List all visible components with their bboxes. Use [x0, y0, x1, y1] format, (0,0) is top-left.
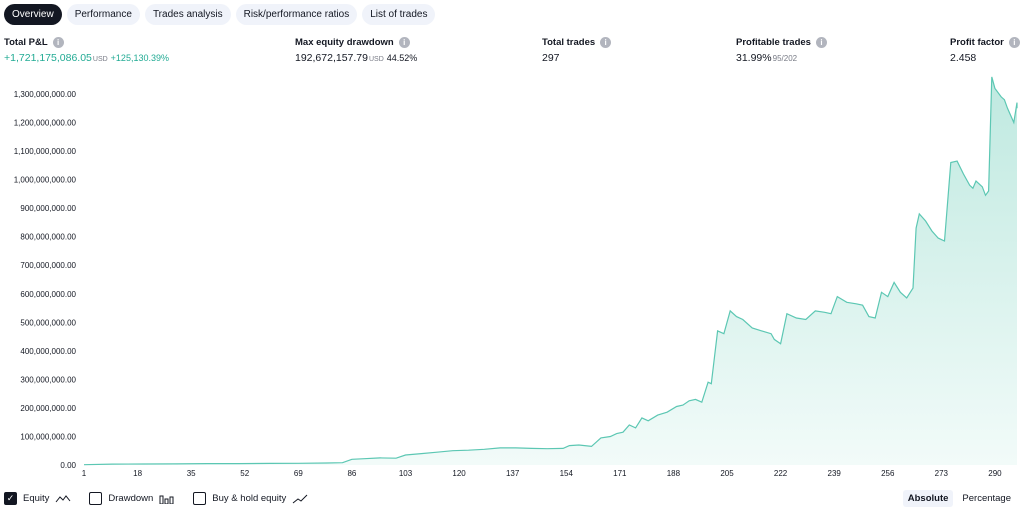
y-tick-label: 500,000,000.00	[20, 318, 76, 327]
percentage-button[interactable]: Percentage	[962, 493, 1011, 504]
x-tick-label: 171	[613, 469, 627, 477]
tab-list-of-trades[interactable]: List of trades	[362, 4, 436, 25]
info-icon[interactable]: i	[815, 37, 827, 48]
profitable-trades-value: 31.99%	[736, 52, 772, 64]
info-icon[interactable]: i	[52, 37, 64, 48]
y-tick-label: 1,300,000,000.00	[14, 90, 77, 99]
x-tick-label: 1	[82, 469, 87, 477]
total-trades-value: 297	[542, 52, 560, 64]
stat-total-pnl: Total P&L i +1,721,175,086.05USD +125,130…	[4, 37, 169, 64]
y-tick-label: 200,000,000.00	[20, 404, 76, 413]
profit-factor-value: 2.458	[950, 52, 977, 64]
legend-drawdown[interactable]: Drawdown	[89, 492, 175, 505]
x-tick-label: 120	[452, 469, 466, 477]
x-tick-label: 35	[187, 469, 196, 477]
max-drawdown-unit: USD	[369, 56, 384, 63]
equity-area	[84, 76, 1017, 466]
total-pnl-percent: +125,130.39%	[110, 53, 169, 63]
y-tick-label: 1,200,000,000.00	[14, 119, 77, 128]
x-tick-label: 205	[720, 469, 734, 477]
tab-trades-analysis[interactable]: Trades analysis	[144, 4, 231, 25]
y-tick-label: 300,000,000.00	[20, 375, 76, 384]
stat-total-trades: Total trades i 297	[542, 37, 612, 64]
legend-drawdown-label: Drawdown	[108, 493, 154, 504]
legend-equity[interactable]: ✓ Equity	[4, 492, 71, 505]
stat-profitable-trades: Profitable trades i 31.99%95/202	[736, 37, 827, 64]
x-tick-label: 52	[240, 469, 249, 477]
info-icon[interactable]: i	[1008, 37, 1020, 48]
legend-buy-hold-label: Buy & hold equity	[212, 493, 287, 504]
x-tick-label: 137	[506, 469, 520, 477]
stat-label-profit-factor: Profit factor	[950, 37, 1004, 48]
y-tick-label: 400,000,000.00	[20, 347, 76, 356]
x-tick-label: 86	[347, 469, 356, 477]
x-axis: 1 18 35 52 69 86 103 120 137 154 171 188 205 222 239 25…	[82, 469, 1002, 477]
x-tick-label: 239	[828, 469, 842, 477]
y-tick-label: 600,000,000.00	[20, 290, 76, 299]
equity-chart[interactable]: 1,300,000,000.00 1,200,000,000.00 1,100,00…	[0, 72, 1024, 477]
total-pnl-value: +1,721,175,086.05	[4, 52, 92, 64]
stat-profit-factor: Profit factor i 2.458	[950, 37, 1020, 64]
equity-checkbox[interactable]: ✓	[4, 492, 17, 505]
info-icon[interactable]: i	[398, 37, 410, 48]
profitable-trades-ratio: 95/202	[772, 54, 798, 63]
x-tick-label: 18	[133, 469, 142, 477]
x-tick-label: 103	[399, 469, 413, 477]
tab-bar: Overview Performance Trades analysis Ris…	[4, 4, 436, 25]
y-tick-label: 1,100,000,000.00	[14, 147, 77, 156]
tab-performance[interactable]: Performance	[66, 4, 140, 25]
tab-risk-performance-ratios[interactable]: Risk/performance ratios	[235, 4, 358, 25]
max-drawdown-value: 192,672,157.79	[295, 52, 368, 64]
tab-overview[interactable]: Overview	[4, 4, 62, 25]
legend-buy-hold[interactable]: Buy & hold equity	[193, 492, 308, 505]
x-tick-label: 290	[988, 469, 1002, 477]
x-tick-label: 273	[935, 469, 949, 477]
y-tick-label: 900,000,000.00	[20, 204, 76, 213]
stat-label-total-pnl: Total P&L	[4, 37, 48, 48]
stat-label-profitable-trades: Profitable trades	[736, 37, 811, 48]
y-tick-label: 800,000,000.00	[20, 233, 76, 242]
legend-equity-label: Equity	[23, 493, 50, 504]
stat-max-drawdown: Max equity drawdown i 192,672,157.79USD 4…	[295, 37, 417, 64]
buy-hold-line-icon	[292, 494, 308, 503]
absolute-button[interactable]: Absolute	[902, 490, 954, 507]
y-tick-label: 100,000,000.00	[20, 432, 76, 441]
x-tick-label: 69	[294, 469, 303, 477]
x-tick-label: 256	[881, 469, 895, 477]
total-pnl-unit: USD	[92, 56, 108, 63]
chart-legend: ✓ Equity Drawdown Buy & hold equity	[4, 492, 326, 505]
drawdown-checkbox[interactable]	[89, 492, 103, 505]
info-icon[interactable]: i	[600, 37, 612, 48]
x-tick-label: 188	[667, 469, 681, 477]
y-axis: 1,300,000,000.00 1,200,000,000.00 1,100,00…	[14, 90, 77, 470]
x-tick-label: 154	[560, 469, 574, 477]
y-tick-label: 1,000,000,000.00	[14, 176, 77, 185]
stat-label-max-drawdown: Max equity drawdown	[295, 37, 394, 48]
x-tick-label: 222	[774, 469, 788, 477]
equity-line	[83, 76, 1018, 466]
y-tick-label: 700,000,000.00	[20, 261, 76, 270]
y-tick-label: 0.00	[60, 461, 76, 470]
max-drawdown-percent: 44.52%	[386, 53, 418, 63]
stat-label-total-trades: Total trades	[542, 37, 596, 48]
equity-line-icon	[56, 494, 71, 502]
buy-hold-checkbox[interactable]	[193, 492, 207, 505]
drawdown-bars-icon	[159, 495, 174, 504]
mode-toggle: Absolute Percentage	[902, 490, 1016, 507]
